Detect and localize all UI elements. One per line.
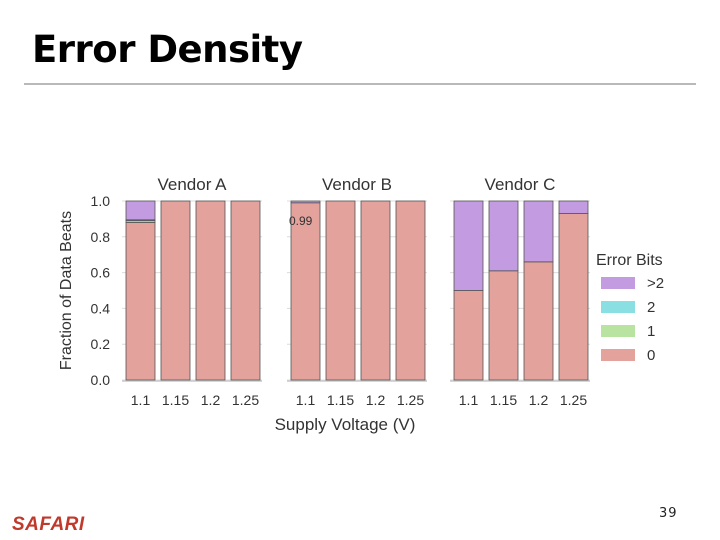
x-tick-label: 1.15 xyxy=(490,392,517,408)
x-tick-label: 1.1 xyxy=(296,392,316,408)
bar-segment-bit0 xyxy=(195,200,226,381)
legend-swatch-bit0 xyxy=(601,349,635,361)
y-axis-label: Fraction of Data Beats xyxy=(58,211,75,370)
bar-segment-bit_gt2 xyxy=(125,200,156,221)
bar-segment-bit0 xyxy=(230,200,261,381)
x-tick-label: 1.2 xyxy=(366,392,386,408)
x-tick-label: 1.15 xyxy=(327,392,354,408)
data-label-annotation: 0.99 xyxy=(289,214,313,228)
panel-title-0: Vendor A xyxy=(157,175,227,194)
bar-segment-bit_gt2 xyxy=(558,200,589,214)
bar-segment-bit0 xyxy=(523,261,554,381)
y-tick-label: 0.2 xyxy=(91,336,111,352)
bar-segment-bit_gt2 xyxy=(488,200,519,272)
bar-segment-bit0 xyxy=(125,222,156,381)
safari-logo: SAFARI xyxy=(12,514,85,535)
x-tick-label: 1.25 xyxy=(232,392,259,408)
bar-segment-bit0 xyxy=(160,200,191,381)
y-tick-label: 0.8 xyxy=(91,229,111,245)
legend-label: >2 xyxy=(647,275,664,292)
bar-segment-bit0 xyxy=(395,200,426,381)
bar-segment-bit_gt2 xyxy=(523,200,554,263)
legend-label: 2 xyxy=(647,299,655,316)
x-axis-label: Supply Voltage (V) xyxy=(275,415,416,434)
bar-segment-bit0 xyxy=(325,200,356,381)
page-number: 39 xyxy=(659,506,678,521)
bar-segment-bit_gt2 xyxy=(453,200,484,291)
bar-segment-bit0 xyxy=(558,213,589,381)
slide-title: Error Density xyxy=(32,28,303,71)
bar-segment-bit0 xyxy=(488,270,519,381)
bar-segment-bit_gt2 xyxy=(290,200,321,204)
panel-title-1: Vendor B xyxy=(322,175,392,194)
x-tick-label: 1.2 xyxy=(529,392,549,408)
legend-swatch-bit_gt2 xyxy=(601,277,635,289)
x-tick-label: 1.2 xyxy=(201,392,221,408)
legend-label: 0 xyxy=(647,347,655,364)
x-tick-label: 1.15 xyxy=(162,392,189,408)
bar-segment-bit0 xyxy=(453,290,484,381)
legend-swatch-bit1 xyxy=(601,325,635,337)
title-divider xyxy=(24,83,696,85)
y-tick-label: 0.4 xyxy=(91,300,111,316)
bar-segment-bit0 xyxy=(360,200,391,381)
y-tick-label: 0.6 xyxy=(91,265,111,281)
legend-title: Error Bits xyxy=(596,252,663,269)
bar-segment-bit0 xyxy=(290,202,321,381)
y-tick-label: 0.0 xyxy=(91,372,111,388)
x-tick-label: 1.25 xyxy=(560,392,587,408)
x-tick-label: 1.1 xyxy=(459,392,479,408)
x-tick-label: 1.1 xyxy=(131,392,151,408)
x-tick-label: 1.25 xyxy=(397,392,424,408)
y-tick-label: 1.0 xyxy=(91,193,111,209)
panel-title-2: Vendor C xyxy=(485,175,556,194)
legend-label: 1 xyxy=(647,323,655,340)
legend-swatch-bit2 xyxy=(601,301,635,313)
